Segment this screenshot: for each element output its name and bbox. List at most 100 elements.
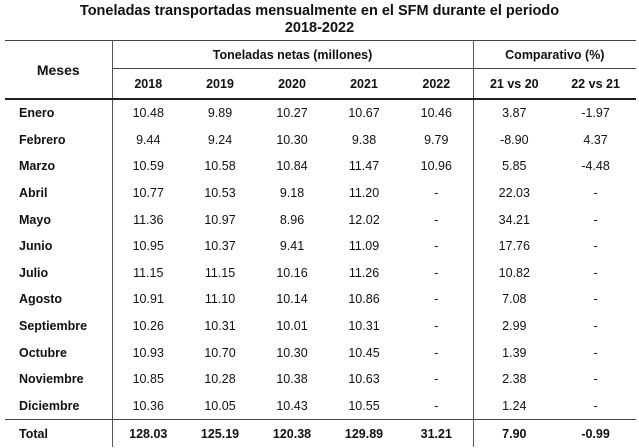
table-cell: 10.45 [348, 345, 380, 360]
table-body: Enero 10.48 9.89 10.27 10.67 10.46 3.87 -1.97 Fe… [5, 99, 637, 448]
header-toneladas-group: Toneladas netas (millones) [112, 40, 474, 69]
table-cell: 11.36 [133, 212, 164, 227]
table-cell: 10.26 [132, 319, 164, 334]
total-cell: 7.90 [473, 419, 556, 448]
table-row: Diciembre 10.36 10.05 10.43 10.55 - 1.24 - [5, 392, 636, 420]
table-cell: -8.90 [500, 132, 529, 147]
header-comparativo-group: Comparativo (%) [473, 40, 637, 69]
table-row: Agosto 10.91 11.10 10.14 10.86 - 7.08 - [5, 286, 636, 313]
table-cell: 9.79 [400, 126, 474, 154]
table-cell: 11.15 [204, 265, 236, 280]
month-label: Febrero [5, 126, 113, 154]
header-year: 2018 [112, 68, 184, 100]
table-cell: 10.01 [276, 319, 308, 334]
table-cell: 22.03 [498, 186, 530, 201]
header-row-1: Meses Toneladas netas (millones) Compara… [5, 40, 637, 100]
table-cell: 10.77 [132, 186, 164, 201]
total-label: Total [5, 419, 113, 448]
table-row: Septiembre 10.26 10.31 10.01 10.31 - 2.99 - [5, 312, 636, 340]
table-cell: 8.96 [279, 212, 305, 227]
table-cell: 10.95 [132, 239, 164, 254]
table-cell: - [400, 259, 474, 287]
table-cell: 10.59 [132, 159, 164, 174]
table-cell: - [400, 339, 474, 366]
month-label: Noviembre [5, 365, 113, 393]
table-cell: 10.30 [276, 132, 308, 147]
table-cell: 10.46 [400, 99, 474, 127]
header-year: 2020 [256, 68, 328, 100]
table-cell: 1.39 [502, 345, 527, 360]
total-cell: 128.03 [112, 419, 184, 448]
table-row: Febrero 9.44 9.24 10.30 9.38 9.79 -8.90 4.37 [5, 126, 636, 154]
table-row: Junio 10.95 10.37 9.41 11.09 - 17.76 - [5, 232, 636, 260]
table-cell: - [400, 232, 474, 260]
table-cell: -1.97 [581, 106, 610, 121]
header-comp: 21 vs 20 [473, 68, 556, 100]
title-line-1: Toneladas transportadas mensualmente en … [79, 3, 560, 19]
header-comp: 22 vs 21 [555, 68, 637, 100]
table-cell: - [400, 179, 474, 207]
table-cell: - [593, 372, 598, 387]
table-cell: - [400, 206, 474, 233]
month-label: Marzo [5, 153, 113, 180]
month-label: Abril [5, 179, 113, 207]
table-row: Octubre 10.93 10.70 10.30 10.45 - 1.39 - [5, 339, 636, 366]
table-cell: 2.99 [502, 319, 527, 334]
total-cell: 129.89 [328, 419, 400, 448]
table-cell: 10.91 [132, 292, 164, 307]
table-cell: 11.15 [133, 265, 164, 280]
header-meses: Meses [5, 40, 113, 100]
table-cell: 10.55 [348, 398, 380, 413]
table-cell: - [593, 398, 598, 413]
table-row: Marzo 10.59 10.58 10.84 11.47 10.96 5.85 -4.48 [5, 153, 636, 180]
table-cell: 10.05 [204, 398, 236, 413]
header-year: 2019 [184, 68, 256, 100]
table-cell: -4.48 [581, 159, 610, 174]
table-cell: 10.31 [348, 319, 380, 334]
month-label: Agosto [5, 286, 113, 313]
table-cell: 10.93 [132, 345, 164, 360]
total-cell: 120.38 [256, 419, 328, 448]
table-cell: 10.43 [276, 398, 308, 413]
table-cell: 9.18 [279, 186, 305, 201]
table-cell: 10.63 [348, 372, 380, 387]
table-cell: - [400, 365, 474, 393]
header-year: 2021 [328, 68, 400, 100]
table-cell: 10.96 [400, 153, 474, 180]
table-cell: 10.53 [204, 186, 236, 201]
table-cell: 10.48 [132, 106, 164, 121]
month-label: Diciembre [5, 392, 113, 420]
table-cell: 10.97 [204, 212, 236, 227]
table-cell: - [593, 292, 598, 307]
table-cell: 9.89 [207, 106, 233, 121]
table-cell: - [593, 212, 598, 227]
table-cell: 11.26 [348, 265, 380, 280]
month-label: Octubre [5, 339, 113, 366]
table-cell: 9.41 [279, 239, 305, 254]
total-cell: 31.21 [400, 419, 474, 448]
month-label: Julio [5, 259, 113, 287]
table-cell: 10.30 [276, 345, 308, 360]
table-cell: 10.16 [276, 265, 308, 280]
table-cell: 9.44 [136, 132, 161, 147]
total-cell: -0.99 [555, 419, 637, 448]
header-row-2: 2018 2019 2020 2021 2022 21 vs 20 22 vs … [5, 68, 637, 100]
table-cell: 11.47 [348, 159, 380, 174]
table-cell: 10.36 [132, 398, 164, 413]
table-cell: - [400, 286, 474, 313]
total-cell: 125.19 [184, 419, 256, 448]
table-cell: 9.38 [351, 132, 377, 147]
table-cell: 10.70 [204, 345, 236, 360]
table-cell: 10.86 [348, 292, 380, 307]
table-cell: - [593, 186, 598, 201]
table-cell: 11.10 [204, 292, 236, 307]
table-cell: 9.24 [207, 132, 233, 147]
table-cell: 10.27 [276, 106, 308, 121]
total-row: Total 128.03 125.19 120.38 129.89 31.21 … [5, 419, 637, 448]
table-cell: 2.38 [502, 372, 527, 387]
table-cell: 1.24 [502, 398, 527, 413]
header-year: 2022 [400, 68, 474, 100]
table-cell: 7.08 [502, 292, 527, 307]
table-cell: 10.38 [276, 372, 308, 387]
